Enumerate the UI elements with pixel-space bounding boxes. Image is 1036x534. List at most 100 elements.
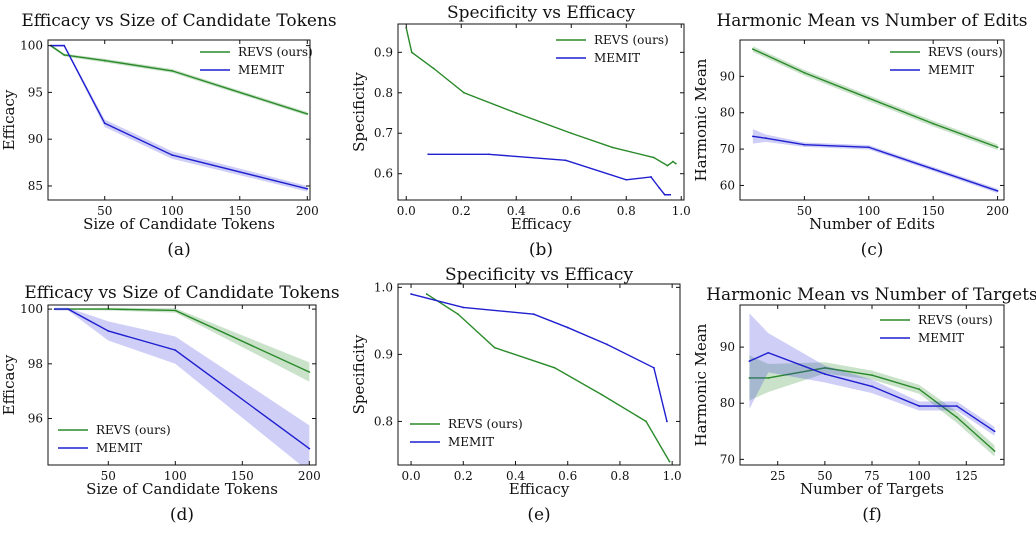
- x-tick-label: 0.2: [454, 469, 473, 483]
- data-point-revs: [457, 313, 459, 316]
- data-point-revs: [611, 146, 614, 149]
- y-axis-label: Harmonic Mean: [692, 323, 710, 446]
- data-point-revs: [993, 450, 996, 452]
- data-point-revs: [652, 156, 655, 159]
- chart-title: Efficacy vs Size of Candidate Tokens: [24, 283, 339, 303]
- x-axis-label: Number of Targets: [800, 480, 944, 498]
- legend: REVS (ours) MEMIT: [880, 313, 993, 345]
- y-tick-label: 100: [20, 39, 43, 53]
- series-line-memit: [410, 293, 668, 422]
- x-tick-label: 25: [770, 469, 785, 483]
- y-tick-label: 0.8: [374, 86, 393, 100]
- data-point-memit: [410, 293, 412, 295]
- data-point-memit: [658, 186, 661, 189]
- data-point-memit: [767, 351, 770, 354]
- x-tick-label: 0.6: [562, 204, 581, 218]
- data-point-revs: [306, 113, 309, 115]
- y-tick-label: 100: [20, 302, 43, 316]
- x-tick-label: 150: [231, 469, 254, 483]
- data-point-memit: [652, 366, 655, 369]
- chart-title: Harmonic Mean vs Number of Edits: [716, 11, 1027, 31]
- data-point-memit: [487, 153, 490, 156]
- x-tick-label: 0.4: [507, 204, 526, 218]
- legend-label-memit: MEMIT: [928, 63, 974, 77]
- data-point-memit: [532, 313, 535, 316]
- y-tick-label: 0.9: [374, 45, 393, 59]
- data-point-revs: [515, 112, 518, 114]
- chart-title: Efficacy vs Size of Candidate Tokens: [21, 11, 336, 31]
- x-tick-label: 1.0: [663, 469, 682, 483]
- y-axis-label: Efficacy: [0, 354, 18, 415]
- data-point-memit: [666, 420, 668, 423]
- data-point-memit: [566, 326, 569, 329]
- legend-label-memit: MEMIT: [594, 51, 640, 65]
- x-tick-label: 200: [298, 469, 321, 483]
- x-tick-label: 0.8: [617, 204, 636, 218]
- data-point-memit: [650, 176, 652, 178]
- data-point-memit: [955, 405, 958, 407]
- data-point-revs: [63, 54, 66, 56]
- y-tick-label: 96: [28, 412, 43, 426]
- confidence-band-revs: [54, 307, 310, 382]
- axes-frame: [397, 283, 681, 466]
- legend-label-revs: REVS (ours): [928, 45, 1003, 59]
- legend-label-memit: MEMIT: [238, 63, 284, 77]
- data-point-memit: [669, 193, 672, 196]
- data-point-memit: [867, 146, 870, 149]
- x-tick-label: 75: [864, 469, 879, 483]
- y-axis-label: Specificity: [350, 334, 368, 414]
- legend-label-revs: REVS (ours): [918, 313, 993, 327]
- y-axis-label: Harmonic Mean: [692, 58, 710, 181]
- series-line-memit: [752, 135, 998, 192]
- data-point-memit: [764, 137, 767, 140]
- x-tick-label: 0.2: [452, 204, 471, 218]
- legend-label-revs: REVS (ours): [238, 45, 313, 59]
- data-point-revs: [672, 160, 674, 163]
- x-tick-label: 0.0: [397, 204, 416, 218]
- legend-label-memit: MEMIT: [918, 331, 964, 345]
- series-line-revs: [405, 27, 677, 167]
- data-point-revs: [432, 67, 435, 70]
- plot-area: [410, 293, 671, 463]
- confidence-band-memit: [54, 307, 310, 465]
- data-point-revs: [871, 374, 873, 377]
- y-tick-label: 80: [720, 396, 735, 410]
- data-point-memit: [918, 405, 921, 407]
- legend-label-revs: REVS (ours): [594, 33, 669, 47]
- axes-frame: [47, 39, 311, 201]
- legend: REVS (ours) MEMIT: [58, 423, 171, 455]
- legend-label-revs: REVS (ours): [448, 417, 523, 431]
- x-tick-label: 100: [908, 469, 931, 483]
- x-axis-label: Efficacy: [509, 480, 570, 498]
- data-point-revs: [666, 164, 669, 167]
- y-tick-label: 0.7: [374, 126, 393, 140]
- panel-caption: (b): [529, 240, 553, 260]
- y-tick-label: 0.6: [374, 167, 393, 181]
- panel-caption: (e): [527, 505, 550, 525]
- x-tick-label: 100: [161, 204, 184, 218]
- x-tick-label: 0.8: [610, 469, 629, 483]
- y-tick-label: 90: [720, 340, 735, 354]
- data-point-memit: [427, 153, 430, 156]
- plot-area: [748, 313, 996, 457]
- x-axis-label: Size of Candidate Tokens: [86, 480, 278, 498]
- data-point-revs: [410, 51, 413, 54]
- y-tick-label: 60: [720, 178, 735, 192]
- data-point-memit: [306, 187, 309, 190]
- y-tick-label: 98: [28, 357, 43, 371]
- data-point-revs: [955, 416, 958, 419]
- x-tick-label: 0.0: [402, 469, 421, 483]
- data-point-memit: [996, 190, 999, 192]
- data-point-revs: [171, 69, 174, 72]
- data-point-revs: [174, 309, 177, 312]
- plot-area: [53, 307, 311, 465]
- x-tick-label: 50: [817, 469, 832, 483]
- y-tick-label: 95: [28, 85, 43, 99]
- y-tick-label: 90: [720, 69, 735, 83]
- y-tick-label: 90: [28, 132, 43, 146]
- y-axis-label: Efficacy: [0, 89, 18, 150]
- confidence-band-memit: [749, 313, 995, 436]
- axes-frame: [397, 23, 685, 201]
- chart-panel-b: 0.0 0.2 0.4 0.6 0.8 1.0 0.6 0.7 0.8 0.9 Specificit…: [350, 3, 691, 260]
